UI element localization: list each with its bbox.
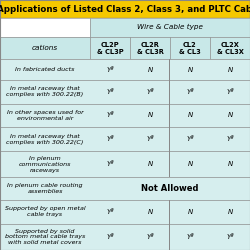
Text: N: N	[188, 66, 192, 72]
Text: CL2P
& CL3P: CL2P & CL3P	[97, 42, 123, 54]
Bar	[0, 80, 250, 104]
Text: Supported by solid
bottom metal cable trays
with solid metal covers: Supported by solid bottom metal cable tr…	[5, 228, 85, 245]
Text: In plenum cable routing
assemblies: In plenum cable routing assemblies	[7, 183, 83, 194]
Text: Yª: Yª	[106, 66, 114, 72]
Text: N: N	[148, 161, 152, 167]
Text: Yª: Yª	[226, 234, 234, 240]
Bar	[0, 37, 90, 59]
Bar	[0, 224, 250, 250]
Text: N: N	[188, 112, 192, 118]
Bar	[0, 0, 250, 18]
Bar	[90, 37, 130, 59]
Text: Yª: Yª	[186, 234, 194, 240]
Text: N: N	[227, 209, 232, 215]
Text: In metal raceway that
complies with 300.22(C): In metal raceway that complies with 300.…	[6, 134, 84, 145]
Text: cations: cations	[32, 45, 58, 51]
Text: Yª: Yª	[146, 234, 154, 240]
Bar	[130, 37, 170, 59]
Text: N: N	[227, 161, 232, 167]
Text: Not Allowed: Not Allowed	[141, 184, 199, 193]
Text: Yª: Yª	[106, 161, 114, 167]
Text: N: N	[227, 66, 232, 72]
Bar	[0, 128, 250, 151]
Text: Yª: Yª	[226, 89, 234, 95]
Text: In fabricated ducts: In fabricated ducts	[15, 67, 75, 72]
Text: Yª: Yª	[106, 136, 114, 142]
Text: Yª: Yª	[146, 136, 154, 142]
Text: Wire & Cable type: Wire & Cable type	[137, 24, 203, 30]
Bar	[0, 200, 250, 224]
Text: Yª: Yª	[106, 234, 114, 240]
Text: CL2
& CL3: CL2 & CL3	[179, 42, 201, 54]
Text: CL2X
& CL3X: CL2X & CL3X	[216, 42, 244, 54]
Text: Yª: Yª	[106, 89, 114, 95]
Text: Supported by open metal
cable trays: Supported by open metal cable trays	[5, 206, 85, 217]
Text: 4 Applications of Listed Class 2, Class 3, and PLTC Cable: 4 Applications of Listed Class 2, Class …	[0, 4, 250, 14]
Text: Yª: Yª	[146, 89, 154, 95]
Bar	[0, 18, 90, 37]
Bar	[0, 151, 250, 178]
Text: Yª: Yª	[226, 136, 234, 142]
Text: In other spaces used for
environmental air: In other spaces used for environmental a…	[6, 110, 84, 121]
Bar	[0, 178, 250, 200]
Text: N: N	[188, 209, 192, 215]
Text: In metal raceway that
complies with 300.22(B): In metal raceway that complies with 300.…	[6, 86, 84, 97]
Bar	[90, 18, 250, 37]
Text: N: N	[148, 209, 152, 215]
Bar	[170, 37, 210, 59]
Text: In plenum
communications
raceways: In plenum communications raceways	[19, 156, 71, 172]
Bar	[0, 104, 250, 128]
Text: N: N	[188, 161, 192, 167]
Text: Yª: Yª	[186, 136, 194, 142]
Text: N: N	[227, 112, 232, 118]
Text: Yª: Yª	[186, 89, 194, 95]
Bar	[0, 59, 250, 80]
Text: Yª: Yª	[106, 209, 114, 215]
Text: Yª: Yª	[106, 112, 114, 118]
Text: N: N	[148, 66, 152, 72]
Bar	[210, 37, 250, 59]
Text: CL2R
& CL3R: CL2R & CL3R	[136, 42, 164, 54]
Text: N: N	[148, 112, 152, 118]
